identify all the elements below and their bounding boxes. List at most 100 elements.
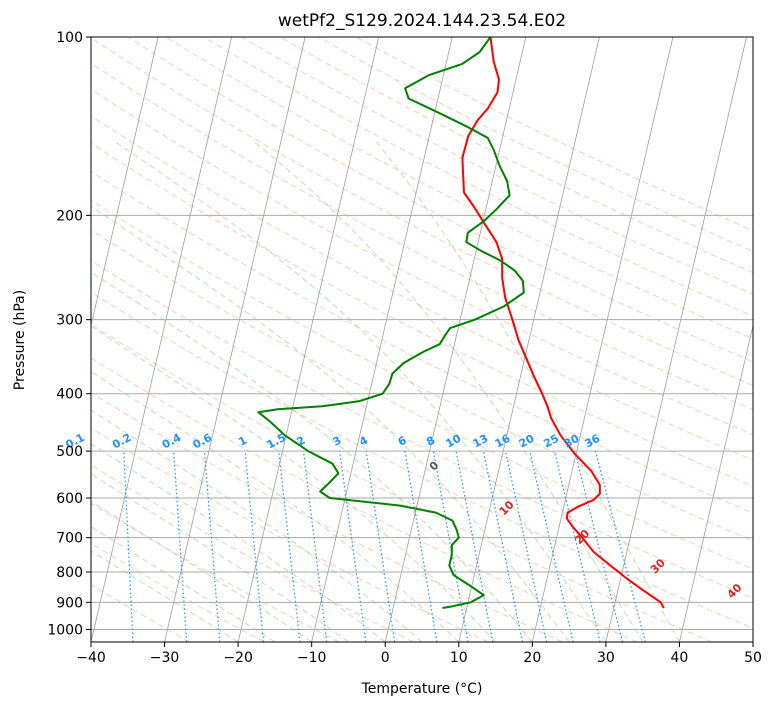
mixing-ratio-label: 20 <box>517 432 537 451</box>
x-axis-title: Temperature (°C) <box>361 681 483 697</box>
isotherm-line <box>0 37 11 642</box>
dry-adiabat-line <box>203 37 753 317</box>
mixing-ratio-line <box>553 450 601 642</box>
mixing-ratio-line <box>482 450 524 642</box>
dry-adiabat-line <box>241 37 753 295</box>
y-tick-label: 100 <box>56 30 83 46</box>
mixing-ratio-label: 1 <box>236 434 249 449</box>
y-axis-title: Pressure (hPa) <box>12 290 28 390</box>
moist-adiabat-line <box>114 140 607 642</box>
dry-adiabat-line <box>91 427 489 642</box>
mixing-ratio-label: 0.2 <box>110 431 133 452</box>
dry-adiabat-line <box>91 170 753 514</box>
isotherm-line <box>384 37 527 642</box>
mixing-ratio-line <box>173 451 188 642</box>
mixing-ratio-line <box>504 450 548 642</box>
dry-adiabat-line <box>91 323 712 642</box>
x-tick-label: 20 <box>523 650 541 666</box>
dry-adiabat-line <box>91 88 753 436</box>
dry-adiabat-line <box>91 199 753 542</box>
mixing-ratio-label: 13 <box>471 432 491 451</box>
dry-adiabat-line <box>91 62 753 411</box>
mixing-ratio-label: 4 <box>357 434 370 449</box>
y-tick-label: 600 <box>56 491 83 507</box>
chart-title: wetPf2_S129.2024.144.23.54.E02 <box>278 11 566 31</box>
sounding-profiles <box>257 37 665 609</box>
plot-area <box>0 37 753 642</box>
mixing-ratio-line <box>455 450 494 642</box>
background-lines <box>0 37 753 642</box>
mixing-ratio-label: 16 <box>493 432 513 451</box>
x-tick-label: −30 <box>150 650 180 666</box>
isotherm-line <box>531 37 674 642</box>
y-tick-label: 200 <box>56 208 83 224</box>
mixing-ratio-label: 6 <box>396 434 409 449</box>
dry-adiabat-line <box>91 115 753 461</box>
dry-adiabat-line <box>91 502 340 642</box>
dry-adiabat-line <box>91 260 753 599</box>
mixing-ratio-label: 2 <box>295 434 308 449</box>
moist-adiabat-label: 30 <box>648 556 668 576</box>
mixing-ratio-line <box>432 450 469 642</box>
dry-adiabat-line <box>127 37 753 363</box>
mixing-ratio-label: 36 <box>583 432 603 451</box>
isotherm-line <box>605 37 747 642</box>
y-tick-label: 900 <box>56 595 83 611</box>
mixing-ratio-line <box>404 451 438 642</box>
mixing-ratio-label: 25 <box>541 432 561 451</box>
dry-adiabat-line <box>91 229 753 570</box>
x-tick-label: −40 <box>76 650 106 666</box>
isotherm-line <box>91 37 233 642</box>
mixing-ratio-line <box>244 451 265 642</box>
y-tick-label: 800 <box>56 565 83 581</box>
isotherm-line <box>752 640 753 642</box>
dry-adiabat-line <box>91 584 190 642</box>
isotherm-line <box>458 37 600 642</box>
y-tick-label: 300 <box>56 313 83 329</box>
dry-adiabat-line <box>317 37 753 252</box>
x-tick-label: 40 <box>671 650 689 666</box>
x-tick-label: 10 <box>450 650 468 666</box>
mixing-ratio-line <box>594 450 646 642</box>
mixing-ratio-line <box>278 451 301 642</box>
mixing-ratio-label: 0.4 <box>160 431 184 452</box>
dry-adiabat-line <box>91 357 638 642</box>
mixing-ratio-line <box>339 451 367 642</box>
moist-adiabat-label: 40 <box>725 581 745 601</box>
isotherm-line <box>237 37 380 642</box>
dewpoint-line <box>257 37 525 609</box>
x-tick-label: 30 <box>597 650 615 666</box>
mixing-ratio-line <box>302 451 328 642</box>
plot-frame <box>90 36 754 643</box>
mixing-ratio-line <box>574 450 624 642</box>
mixing-ratio-label: 30 <box>562 432 582 451</box>
isotherm-line <box>91 37 159 328</box>
axes: −40 −30 −20 −10 0 10 20 30 40 5010020030040050060… <box>47 30 762 666</box>
mixing-ratio-label: 10 <box>444 432 464 451</box>
y-tick-label: 1000 <box>47 622 83 638</box>
temperature-line <box>461 37 665 609</box>
moist-adiabat-line <box>91 550 239 642</box>
x-tick-label: −20 <box>223 650 253 666</box>
y-tick-label: 400 <box>56 387 83 403</box>
isotherm-line <box>311 37 453 642</box>
mixing-ratio-line <box>365 451 396 642</box>
dry-adiabat-line <box>91 291 753 629</box>
x-tick-label: 0 <box>381 650 390 666</box>
dry-adiabat-line <box>91 542 265 642</box>
moist-adiabat-line <box>253 140 644 642</box>
x-tick-label: 50 <box>744 650 762 666</box>
isotherm-line <box>164 37 306 642</box>
y-tick-label: 500 <box>56 444 83 460</box>
mixing-ratio-line <box>529 450 574 642</box>
isotherm-line <box>679 323 753 642</box>
dry-adiabat-line <box>91 142 753 487</box>
y-tick-label: 700 <box>56 531 83 547</box>
x-tick-label: −10 <box>297 650 327 666</box>
moist-adiabat-line <box>91 526 276 642</box>
mixing-ratio-label: 8 <box>424 434 437 449</box>
dry-adiabat-line <box>91 391 563 642</box>
dry-adiabat-line <box>91 37 753 387</box>
dry-adiabat-line <box>91 464 414 642</box>
